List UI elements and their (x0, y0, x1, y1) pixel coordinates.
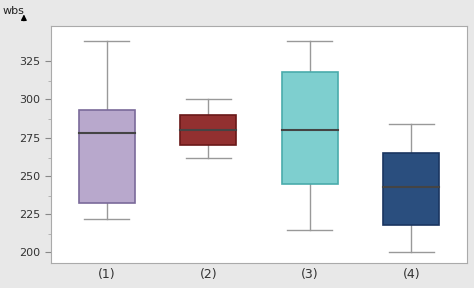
FancyBboxPatch shape (383, 153, 439, 225)
FancyBboxPatch shape (79, 110, 135, 203)
FancyBboxPatch shape (180, 115, 236, 145)
FancyBboxPatch shape (282, 72, 337, 183)
Text: wbs: wbs (2, 6, 25, 16)
